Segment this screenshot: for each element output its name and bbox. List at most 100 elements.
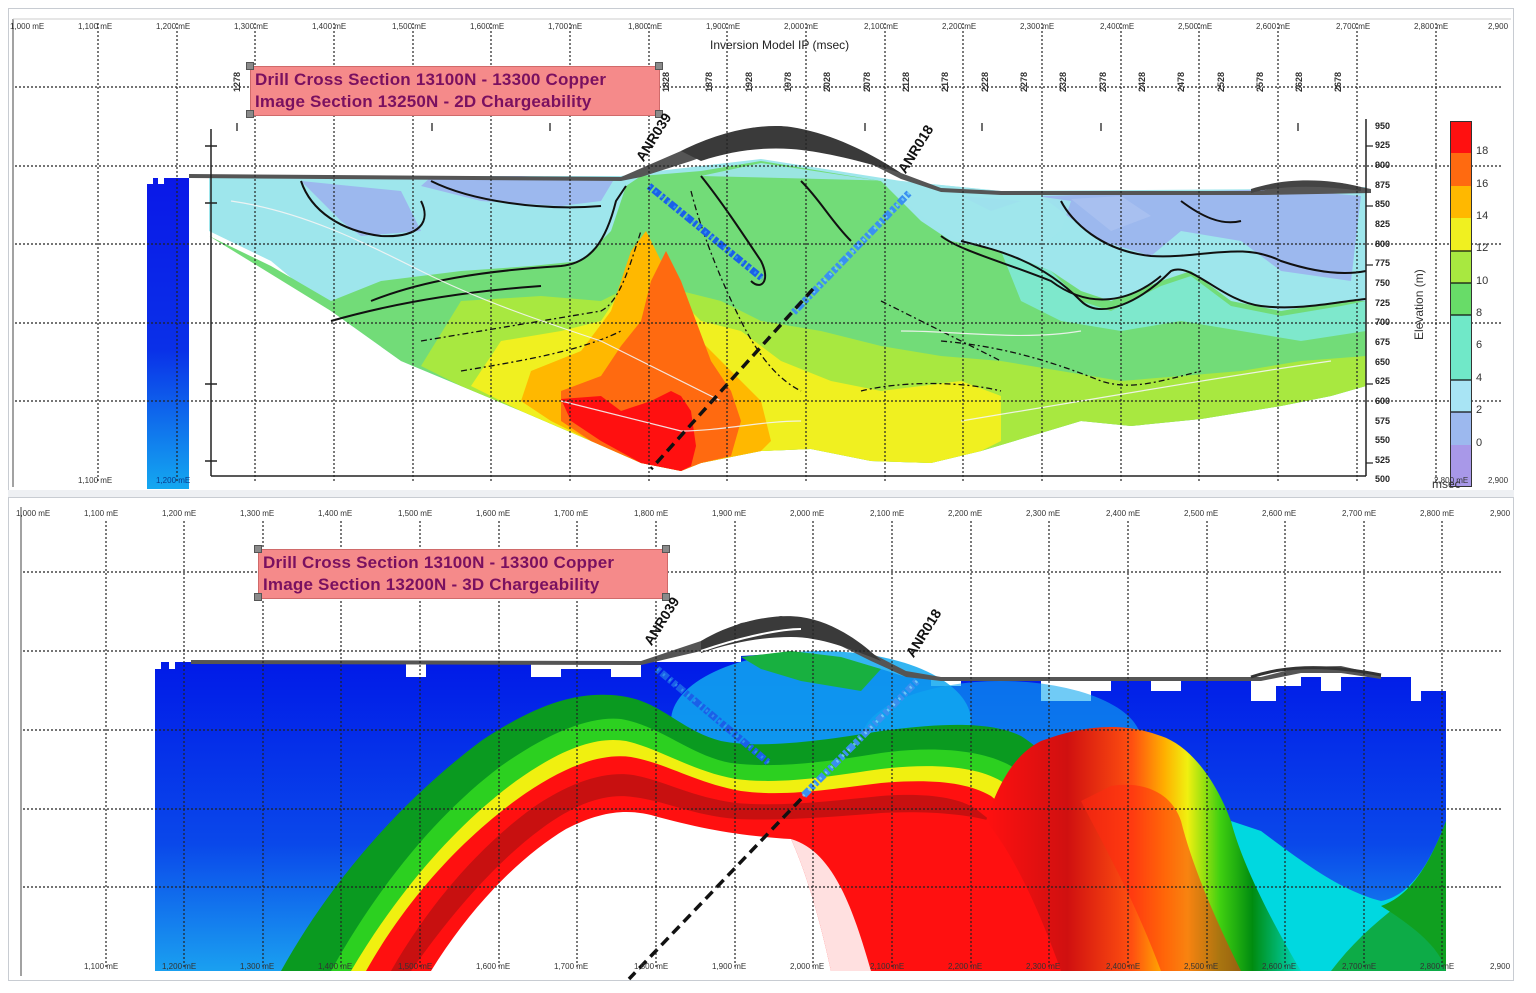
station-label: 2228 [980, 71, 990, 92]
elevation-tick: 550 [1375, 435, 1391, 445]
resize-handle[interactable] [254, 593, 262, 601]
elevation-tick: 600 [1375, 396, 1391, 406]
top-x-label-1200: 1,200 mE [156, 22, 191, 31]
top-x-label-2300: 2,300 mE [1020, 22, 1055, 31]
bottom-row-x-label-2300: 2,300 mE [1026, 962, 1061, 971]
resize-handle[interactable] [662, 593, 670, 601]
resize-handle[interactable] [662, 545, 670, 553]
bottom-row-x-label-2100: 2,100 mE [870, 962, 905, 971]
bottom-section-panel [8, 497, 1514, 981]
elevation-tick: 575 [1375, 416, 1391, 426]
elevation-tick: 825 [1375, 219, 1391, 229]
top-x-label-2900: 2,900 [1488, 22, 1509, 31]
bottom-row-x-label-2500: 2,500 mE [1184, 962, 1219, 971]
top-x-label-2800: 2,800 mE [1414, 22, 1449, 31]
bottom-row-x-label-2900: 2,900 [1490, 962, 1511, 971]
bottom-x-label-1900: 1,900 mE [712, 509, 747, 518]
top-title-line1: Drill Cross Section 13100N - 13300 Coppe… [255, 70, 607, 89]
top-x-label-1800: 1,800 mE [628, 22, 663, 31]
top-x-label-1000: 1,000 mE [10, 22, 45, 31]
station-label: 2328 [1058, 71, 1068, 92]
bottom-row-x-label-1500: 1,500 mE [398, 962, 433, 971]
station-label: 2478 [1176, 71, 1186, 92]
resize-handle[interactable] [655, 110, 663, 118]
elevation-tick: 950 [1375, 121, 1391, 131]
elevation-tick: 800 [1375, 239, 1391, 249]
station-label: 1978 [783, 71, 793, 92]
top-bottom-x-label-2800: 2,800 mE [1434, 476, 1469, 485]
top-x-label-2200: 2,200 mE [942, 22, 977, 31]
chargeability-color-scale [1450, 121, 1472, 487]
bottom-x-label-2200: 2,200 mE [948, 509, 983, 518]
legend-label: 6 [1476, 339, 1483, 351]
bottom-row-x-label-1300: 1,300 mE [240, 962, 275, 971]
elevation-tick: 625 [1375, 376, 1391, 386]
legend-label: 2 [1476, 404, 1483, 416]
bottom-row-x-label-1400: 1,400 mE [318, 962, 353, 971]
elevation-tick: 875 [1375, 180, 1391, 190]
elevation-tick: 650 [1375, 357, 1391, 367]
resize-handle[interactable] [246, 110, 254, 118]
top-x-label-2000: 2,000 mE [784, 22, 819, 31]
top-x-label-1600: 1,600 mE [470, 22, 505, 31]
bottom-row-x-label-1100: 1,100 mE [84, 962, 119, 971]
bottom-title-line2: Image Section 13200N - 3D Chargeability [263, 575, 600, 594]
resize-handle[interactable] [254, 545, 262, 553]
station-label: 2378 [1098, 71, 1108, 92]
top-x-label-1400: 1,400 mE [312, 22, 347, 31]
station-label: 2628 [1294, 71, 1304, 92]
elevation-tick: 925 [1375, 140, 1391, 150]
station-label: 1278 [232, 71, 242, 92]
top-x-label-1100: 1,100 mE [78, 22, 113, 31]
top-x-label-2400: 2,400 mE [1100, 22, 1135, 31]
top-x-label-1500: 1,500 mE [392, 22, 427, 31]
elevation-tick: 500 [1375, 474, 1391, 484]
top-section-panel [8, 8, 1514, 492]
top-bottom-x-label-1100: 1,100 mE [78, 476, 113, 485]
station-label: 2428 [1137, 71, 1147, 92]
bottom-x-label-2600: 2,600 mE [1262, 509, 1297, 518]
bottom-row-x-label-1700: 1,700 mE [554, 962, 589, 971]
top-x-label-2100: 2,100 mE [864, 22, 899, 31]
bottom-row-x-label-1200: 1,200 mE [162, 962, 197, 971]
station-label: 2278 [1019, 71, 1029, 92]
bottom-section-plot [20, 507, 1501, 981]
panel-divider[interactable] [8, 490, 1514, 498]
bottom-row-x-label-2200: 2,200 mE [948, 962, 983, 971]
bottom-x-label-2400: 2,400 mE [1106, 509, 1141, 518]
top-x-label-1300: 1,300 mE [234, 22, 269, 31]
top-bottom-x-label-2900: 2,900 [1488, 476, 1509, 485]
top-section-plot [12, 18, 1511, 489]
station-label: 2128 [901, 71, 911, 92]
legend-label: 14 [1476, 210, 1489, 222]
bottom-row-x-label-1900: 1,900 mE [712, 962, 747, 971]
station-label: 1928 [744, 71, 754, 92]
top-x-label-1700: 1,700 mE [548, 22, 583, 31]
bottom-section-title[interactable]: Drill Cross Section 13100N - 13300 Coppe… [258, 549, 668, 599]
top-section-title[interactable]: Drill Cross Section 13100N - 13300 Coppe… [250, 66, 660, 116]
top-x-label-2500: 2,500 mE [1178, 22, 1213, 31]
legend-label: 12 [1476, 242, 1489, 254]
legend-label: 0 [1476, 437, 1483, 449]
top-bottom-x-label-1200: 1,200 mE [156, 476, 191, 485]
station-label: 2178 [940, 71, 950, 92]
station-label: 2578 [1255, 71, 1265, 92]
legend-label: 8 [1476, 307, 1483, 319]
bottom-x-label-1100: 1,100 mE [84, 509, 119, 518]
legend-unit: msec [1432, 477, 1461, 491]
station-label: 1828 [661, 71, 671, 92]
bottom-x-label-1300: 1,300 mE [240, 509, 275, 518]
elevation-tick: 700 [1375, 317, 1391, 327]
bottom-x-label-2500: 2,500 mE [1184, 509, 1219, 518]
resize-handle[interactable] [246, 62, 254, 70]
resize-handle[interactable] [655, 62, 663, 70]
elevation-tick: 525 [1375, 455, 1391, 465]
bottom-x-label-1500: 1,500 mE [398, 509, 433, 518]
elevation-axis-title: Elevation (m) [1412, 269, 1426, 340]
bottom-x-label-1600: 1,600 mE [476, 509, 511, 518]
inversion-model-title: Inversion Model IP (msec) [710, 38, 850, 52]
bottom-row-x-label-1800: 1,800 mE [634, 962, 669, 971]
bottom-x-label-2800: 2,800 mE [1420, 509, 1455, 518]
elevation-tick: 775 [1375, 258, 1391, 268]
bottom-x-label-2100: 2,100 mE [870, 509, 905, 518]
